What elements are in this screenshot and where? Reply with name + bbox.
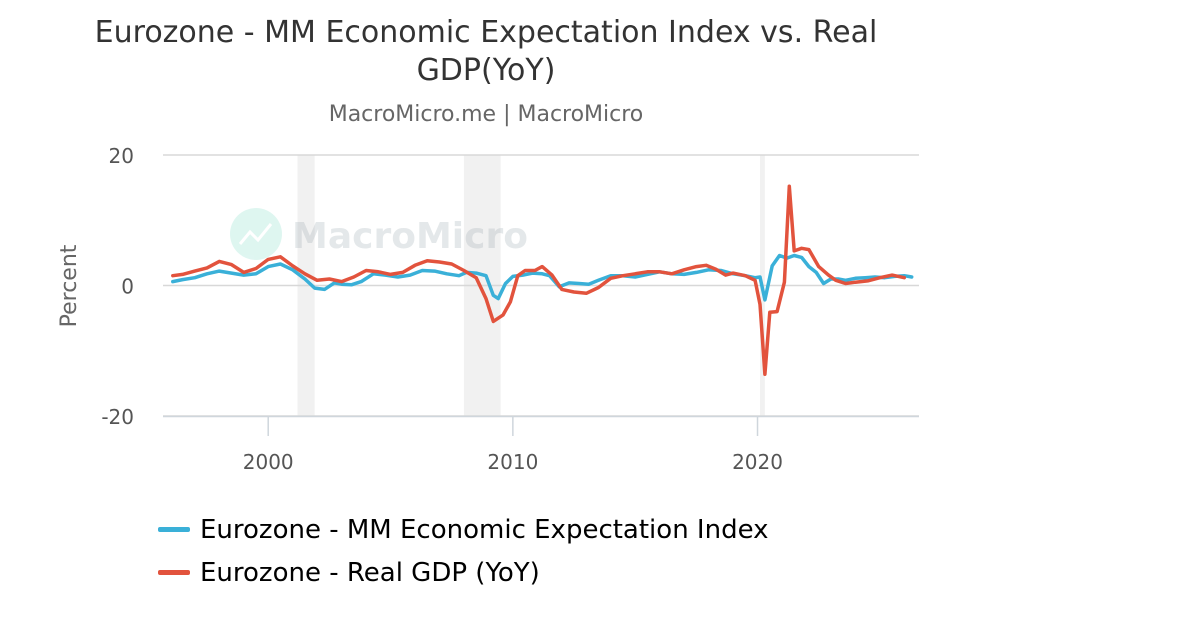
chart-title: Eurozone - MM Economic Expectation Index… [94,15,878,88]
legend-label-mm-index: Eurozone - MM Economic Expectation Index [200,514,769,545]
x-tick-label: 2020 [732,450,783,474]
legend-item-real-gdp[interactable]: Eurozone - Real GDP (YoY) [158,551,769,594]
y-axis-label: Percent [57,244,82,327]
legend: Eurozone - MM Economic Expectation Index… [158,508,769,594]
legend-swatch-real-gdp [158,570,190,575]
x-tick-label: 2010 [487,450,538,474]
series-line-0[interactable] [171,253,914,302]
watermark-trend-icon [238,223,273,245]
series-lines [171,184,914,376]
x-tick-label: 2000 [243,450,294,474]
legend-swatch-mm-index [158,527,190,532]
watermark-logo-icon [230,208,282,260]
watermark: MacroMicro [230,208,528,260]
watermark-text: MacroMicro [292,216,528,257]
axes: 20 0 -20 2000 2010 2020 [101,144,919,474]
y-tick-label: -20 [101,405,134,429]
legend-item-mm-index[interactable]: Eurozone - MM Economic Expectation Index [158,508,769,551]
chart-subtitle: MacroMicro.me | MacroMicro [328,102,644,127]
y-tick-label: 0 [121,275,134,299]
grid [163,154,919,417]
legend-label-real-gdp: Eurozone - Real GDP (YoY) [200,557,540,588]
y-tick-label: 20 [109,144,134,168]
series-line-1[interactable] [171,184,907,376]
